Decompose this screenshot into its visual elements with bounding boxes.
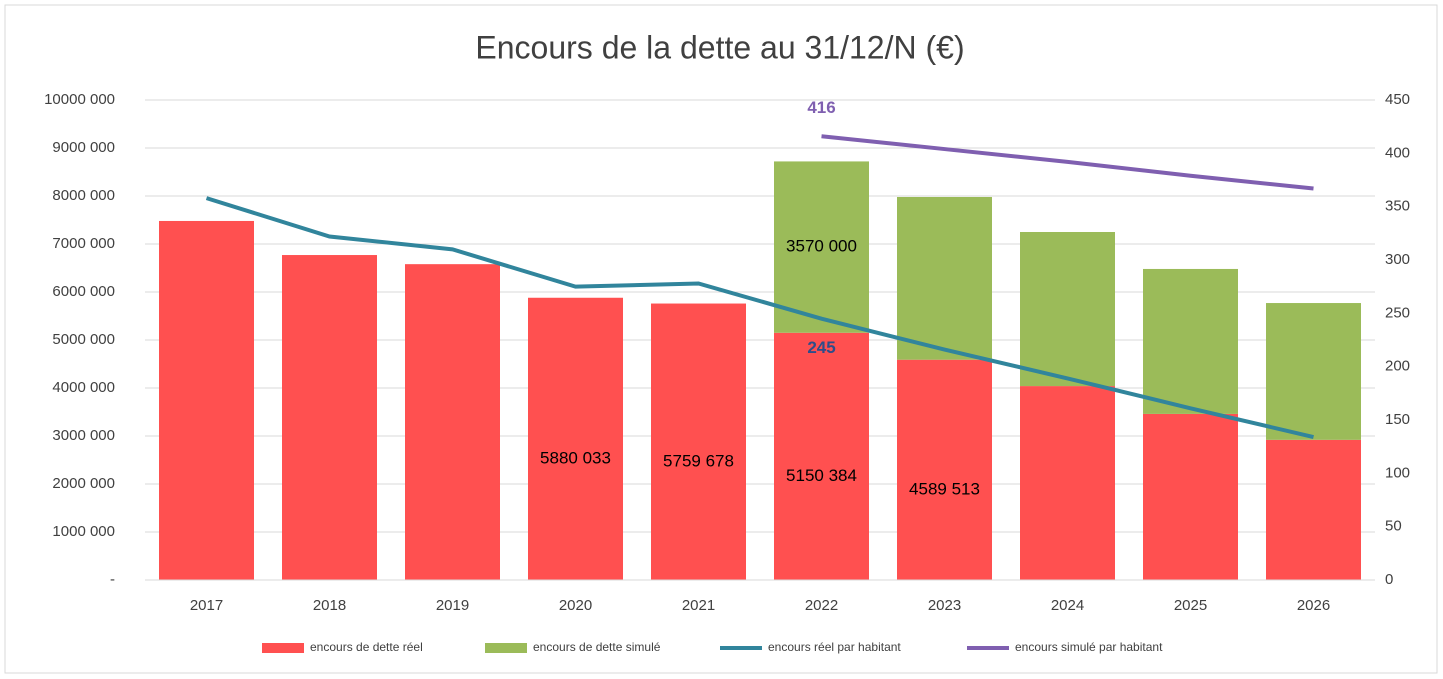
y-tick-label: 8000 000: [52, 187, 115, 204]
y2-tick-label: 200: [1385, 358, 1410, 375]
legend-label: encours de dette réel: [310, 640, 423, 654]
bar: [1143, 413, 1238, 580]
y2-tick-label: 300: [1385, 251, 1410, 268]
y2-tick-label: 100: [1385, 464, 1410, 481]
x-tick-label: 2023: [928, 597, 961, 614]
legend-label: encours de dette simulé: [533, 640, 661, 654]
y2-tick-label: 400: [1385, 144, 1410, 161]
y2-tick-label: 150: [1385, 411, 1410, 428]
bar: [405, 264, 500, 580]
y-tick-label: 4000 000: [52, 379, 115, 396]
y-tick-label: 9000 000: [52, 139, 115, 156]
bar: [159, 220, 254, 580]
data-label: 3570 000: [786, 237, 857, 256]
y-tick-label: 1000 000: [52, 523, 115, 540]
x-tick-label: 2018: [313, 597, 346, 614]
x-tick-label: 2020: [559, 597, 592, 614]
data-label: 4589 513: [909, 479, 980, 498]
bar: [1266, 439, 1361, 580]
bar: [897, 196, 992, 360]
y-tick-label: 6000 000: [52, 283, 115, 300]
y2-tick-label: 250: [1385, 304, 1410, 321]
data-label: 5880 033: [540, 448, 611, 467]
x-tick-label: 2019: [436, 597, 469, 614]
bar: [1266, 303, 1361, 440]
y2-tick-label: 350: [1385, 198, 1410, 215]
y-tick-label: -: [110, 571, 115, 588]
y2-tick-label: 0: [1385, 571, 1393, 588]
bar: [1020, 232, 1115, 387]
bar: [651, 303, 746, 580]
data-label: 5150 384: [786, 466, 857, 485]
legend-swatch: [485, 643, 527, 653]
bar: [774, 161, 869, 333]
legend-label: encours simulé par habitant: [1015, 640, 1163, 654]
bar: [528, 297, 623, 580]
x-tick-label: 2022: [805, 597, 838, 614]
chart-title: Encours de la dette au 31/12/N (€): [475, 29, 964, 65]
legend-label: encours réel par habitant: [768, 640, 901, 654]
line: [205, 196, 1314, 440]
bar: [897, 359, 992, 580]
y-tick-label: 7000 000: [52, 235, 115, 252]
data-label: 245: [807, 338, 835, 357]
bar: [774, 332, 869, 580]
x-tick-label: 2025: [1174, 597, 1207, 614]
y-tick-label: 10000 000: [44, 91, 115, 108]
y2-tick-label: 50: [1385, 518, 1402, 535]
y2-tick-label: 450: [1385, 91, 1410, 108]
y-tick-label: 5000 000: [52, 331, 115, 348]
x-tick-label: 2026: [1297, 597, 1330, 614]
data-label: 416: [807, 98, 835, 117]
y-tick-label: 3000 000: [52, 427, 115, 444]
data-label: 5759 678: [663, 451, 734, 470]
y-tick-label: 2000 000: [52, 475, 115, 492]
bar: [1020, 386, 1115, 580]
bar: [282, 255, 377, 581]
legend-swatch: [262, 643, 304, 653]
x-tick-label: 2024: [1051, 597, 1084, 614]
line: [821, 134, 1314, 191]
x-tick-label: 2017: [190, 597, 223, 614]
bar: [1143, 268, 1238, 414]
x-tick-label: 2021: [682, 597, 715, 614]
